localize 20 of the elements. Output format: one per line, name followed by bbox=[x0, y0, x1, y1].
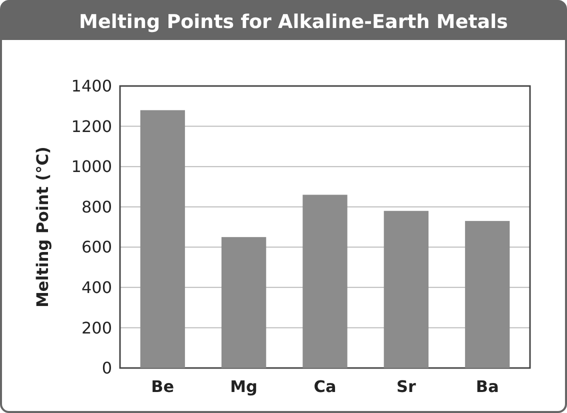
bar bbox=[221, 237, 266, 368]
bar bbox=[140, 110, 185, 368]
x-tick-label: Be bbox=[151, 377, 174, 396]
y-axis-title: Melting Point (°C) bbox=[33, 146, 52, 308]
bar bbox=[302, 194, 348, 368]
bar bbox=[384, 210, 429, 368]
x-tick-label: Mg bbox=[230, 377, 258, 396]
y-tick-label: 1400 bbox=[71, 76, 112, 96]
y-tick-label: 1000 bbox=[71, 157, 112, 176]
y-tick-label: 200 bbox=[81, 318, 112, 338]
y-tick-label: 800 bbox=[81, 197, 112, 216]
x-tick-label: Sr bbox=[396, 377, 416, 396]
y-tick-label: 600 bbox=[81, 238, 112, 257]
y-tick-label: 400 bbox=[81, 278, 112, 298]
x-tick-label: Ca bbox=[314, 377, 336, 396]
bar bbox=[465, 220, 510, 368]
x-tick-label: Ba bbox=[476, 377, 499, 396]
chart-title: Melting Points for Alkaline-Earth Metals bbox=[79, 11, 508, 33]
y-tick-label: 1200 bbox=[71, 116, 112, 136]
y-tick-label: 0 bbox=[102, 358, 112, 378]
